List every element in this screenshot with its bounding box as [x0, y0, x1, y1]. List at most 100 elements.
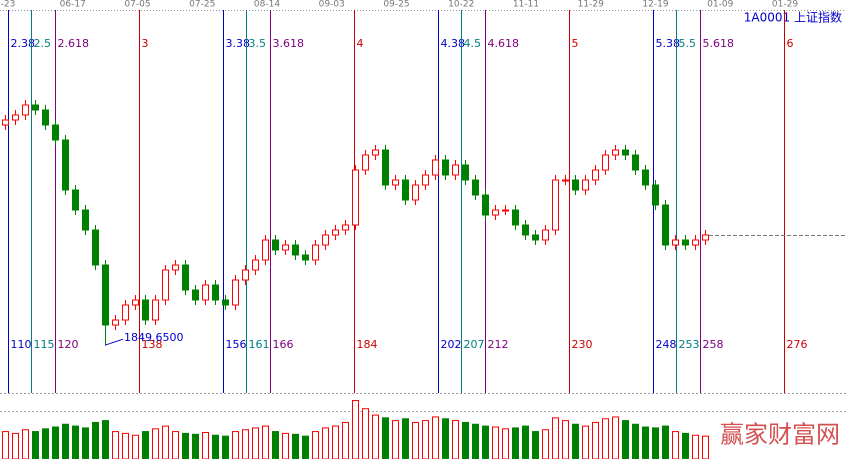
candle-body — [542, 229, 549, 241]
candle-body — [122, 304, 129, 321]
volume-bar — [282, 432, 289, 459]
candle-body — [682, 239, 689, 246]
candle-body — [222, 299, 229, 306]
candle-body — [252, 259, 259, 271]
candle-body — [472, 179, 479, 196]
volume-bar — [602, 418, 609, 459]
cycle-ratio: 2.5 — [34, 37, 52, 50]
date-label: 11-11 — [513, 0, 539, 10]
cycle-day: 120 — [58, 338, 79, 351]
cycle-ratio: 5.5 — [679, 37, 697, 50]
candle-body — [452, 164, 459, 176]
volume-bar — [492, 426, 499, 459]
volume-bar — [382, 417, 389, 459]
volume-bar — [552, 417, 559, 459]
candle-body — [612, 149, 619, 156]
candle-body — [82, 209, 89, 231]
candle-body — [242, 269, 249, 281]
cycle-day: 202 — [441, 338, 462, 351]
candle-body — [562, 179, 569, 182]
cycle-day: 253 — [679, 338, 700, 351]
candle-body — [372, 149, 379, 156]
date-label: 07-05 — [124, 0, 150, 10]
candle-body — [132, 299, 139, 306]
volume-bar — [112, 431, 119, 459]
cycle-ratio: 4.38 — [441, 37, 466, 50]
volume-bar — [292, 433, 299, 459]
volume-bar — [482, 425, 489, 459]
candle-body — [502, 209, 509, 212]
cycle-ratio: 2.38 — [11, 37, 36, 50]
volume-bar — [72, 425, 79, 459]
candle-body — [412, 184, 419, 201]
volume-bar — [142, 431, 149, 459]
cycle-ratio: 3.618 — [273, 37, 305, 50]
volume-bar — [102, 420, 109, 459]
volume-bar — [32, 431, 39, 459]
date-label: 09-03 — [319, 0, 345, 10]
candle-body — [702, 234, 709, 241]
volume-bar — [642, 426, 649, 459]
candle-body — [202, 284, 209, 301]
cycle-day: 138 — [142, 338, 163, 351]
volume-bar — [592, 421, 599, 459]
cycle-ratio: 5 — [572, 37, 579, 50]
candle-body — [592, 169, 599, 181]
cycle-ratio: 3.5 — [249, 37, 267, 50]
volume-bar — [332, 425, 339, 459]
volume-bar — [322, 427, 329, 459]
cycle-day: 276 — [787, 338, 808, 351]
date-label: 01-09 — [707, 0, 733, 10]
cycle-day: 166 — [273, 338, 294, 351]
volume-bar — [652, 427, 659, 459]
candle-body — [622, 149, 629, 156]
candle-body — [22, 104, 29, 116]
candle-body — [32, 104, 39, 111]
volume-bar — [432, 416, 439, 459]
volume-bar — [572, 423, 579, 459]
volume-bar — [312, 431, 319, 459]
cycle-ratio: 5.618 — [703, 37, 735, 50]
candle-body — [282, 244, 289, 251]
candle-body — [142, 299, 149, 321]
volume-bar — [472, 423, 479, 459]
volume-bar — [342, 421, 349, 459]
volume-bar — [92, 421, 99, 459]
candle-body — [212, 284, 219, 301]
candle-body — [572, 179, 579, 191]
date-label: -23 — [1, 0, 16, 10]
candle-body — [512, 209, 519, 226]
volume-bar — [632, 423, 639, 459]
candle-body — [532, 234, 539, 241]
cycle-ratio: 6 — [787, 37, 794, 50]
volume-bar — [522, 425, 529, 459]
candle-body — [262, 239, 269, 261]
candle-body — [272, 239, 279, 251]
cycle-ratio: 3.38 — [226, 37, 251, 50]
cycle-ratio: 5.38 — [656, 37, 681, 50]
volume-bar — [302, 435, 309, 459]
cycle-ratio: 2.618 — [58, 37, 90, 50]
volume-bar — [232, 431, 239, 459]
candle-body — [302, 254, 309, 261]
volume-bar — [162, 425, 169, 459]
volume-bar — [212, 434, 219, 459]
cycle-day: 184 — [357, 338, 378, 351]
cycle-day: 230 — [572, 338, 593, 351]
chart-title: 1A0001 上证指数 — [744, 10, 842, 25]
cycle-day: 248 — [656, 338, 677, 351]
cycle-day: 258 — [703, 338, 724, 351]
candle-body — [692, 239, 699, 246]
candle-body — [602, 154, 609, 171]
volume-bar — [672, 431, 679, 459]
date-label: 08-14 — [254, 0, 280, 10]
volume-bar — [252, 427, 259, 459]
candle-body — [62, 139, 69, 191]
cycle-ratio: 4.618 — [488, 37, 520, 50]
volume-bar — [52, 426, 59, 459]
volume-bar — [352, 399, 359, 459]
candle-body — [482, 194, 489, 216]
volume-bar — [222, 435, 229, 459]
candle-body — [362, 154, 369, 171]
